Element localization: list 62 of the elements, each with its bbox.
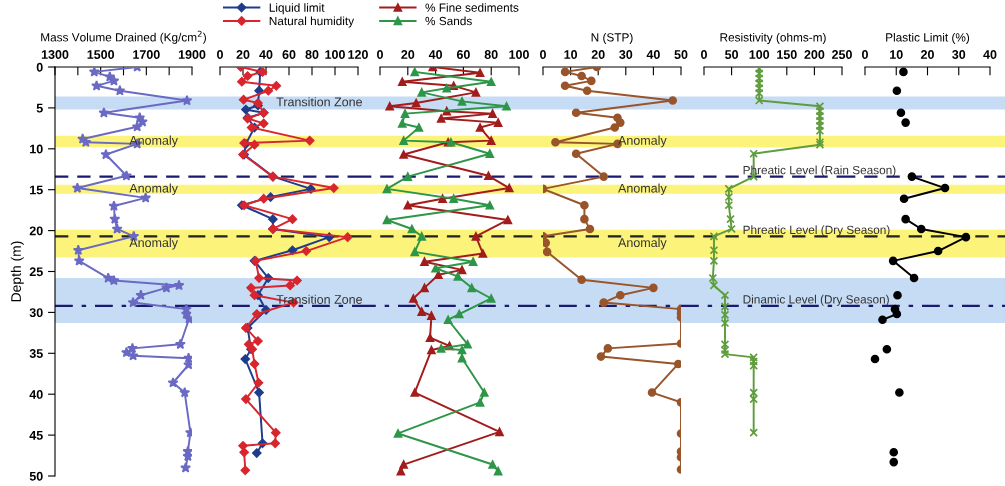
legend-label: Natural humidity [269, 16, 355, 28]
y-tick-label: 10 [30, 144, 43, 154]
y-tick-label: 45 [29, 431, 43, 440]
band-label: Anomaly [129, 237, 178, 250]
y-tick-label: 25 [29, 267, 43, 277]
y-tick-label: 0 [36, 62, 43, 72]
x-tick-label: 50 [725, 50, 739, 59]
y-tick-label: 35 [29, 349, 43, 358]
x-tick-label: 20 [401, 50, 415, 59]
legend-label: Liquid limit [269, 3, 325, 15]
x-tick-label: 250 [832, 50, 852, 59]
x-tick-label: 0 [862, 50, 868, 59]
x-tick-label: 1700 [133, 50, 160, 59]
x-axis-title: Plastic Limit (%) [886, 32, 970, 44]
x-axis-title: Mass Volume Drained (Kg/cm$^{2}$) [41, 30, 206, 44]
x-tick-label: 0 [701, 50, 707, 59]
y-tick-label: 30 [29, 308, 43, 318]
x-tick-label: 10 [564, 50, 578, 59]
x-tick-label: 30 [619, 50, 633, 59]
x-tick-label: 40 [646, 50, 660, 59]
x-tick-label: 20 [591, 50, 605, 59]
x-tick-label: 0 [217, 50, 223, 59]
x-tick-label: 200 [804, 50, 825, 59]
x-tick-label: 80 [305, 50, 319, 59]
y-tick-label: 50 [29, 471, 43, 481]
x-tick-label: 0 [540, 50, 546, 59]
x-axis-title: N (STP) [591, 32, 633, 44]
x-tick-label: 100 [749, 50, 770, 59]
x-tick-label: 150 [777, 50, 797, 59]
x-tick-label: 40 [428, 50, 443, 59]
band-label: Anomaly [618, 183, 667, 196]
y-axis-title: Depth (m) [10, 241, 24, 302]
x-tick-label: 60 [456, 50, 470, 59]
y-tick-label: 20 [29, 226, 43, 236]
y-tick-label: 15 [30, 185, 43, 195]
y-tick-label: 5 [36, 103, 43, 113]
x-tick-label: 100 [509, 50, 529, 59]
x-tick-label: 60 [282, 50, 296, 59]
band-label: Anomaly [129, 183, 178, 196]
x-tick-label: 120 [348, 50, 368, 59]
band-label: Transition Zone [276, 294, 362, 304]
x-tick-label: 20 [920, 50, 934, 59]
x-tick-label: 30 [952, 50, 966, 59]
legend-label: % Fine sediments [425, 3, 519, 12]
x-tick-label: 1500 [87, 50, 115, 59]
ref-line-label: Dinamic Level (Dry Season) [743, 294, 889, 306]
y-tick-label: 40 [29, 390, 43, 399]
legend-label: % Sands [425, 16, 472, 26]
x-tick-label: 40 [983, 50, 997, 59]
x-tick-label: 10 [890, 50, 903, 59]
x-tick-label: 0 [377, 50, 383, 59]
x-axis-title: Resistivity (ohms-m) [720, 32, 826, 44]
x-tick-label: 100 [325, 50, 345, 59]
band-label: Anomaly [618, 237, 667, 250]
band-label: Anomaly [618, 135, 667, 148]
x-tick-label: 20 [236, 50, 250, 59]
band-label: Transition Zone [276, 97, 362, 107]
x-tick-label: 40 [259, 50, 273, 59]
x-tick-label: 1900 [178, 50, 206, 59]
x-tick-label: 1300 [41, 50, 69, 59]
x-tick-label: 80 [484, 50, 498, 59]
x-tick-label: 50 [674, 50, 688, 59]
